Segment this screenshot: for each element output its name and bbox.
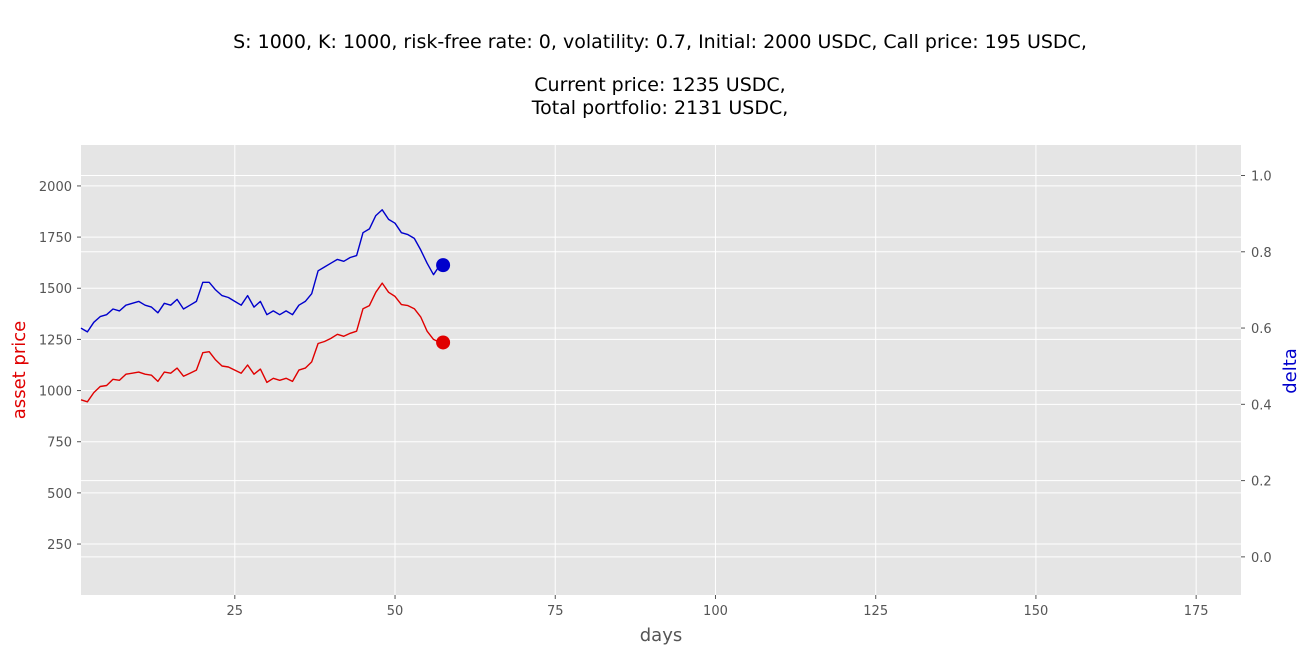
right-tick-label: 0.8 (1251, 246, 1272, 261)
right-axis-ticks: 0.0 0.2 0.4 0.6 0.8 1.0 (1241, 170, 1272, 566)
left-tick-label: 1000 (39, 385, 72, 400)
title-line-2: Current price: 1235 USDC, (534, 74, 785, 96)
x-axis-ticks: 25 50 75 100 125 150 175 (227, 595, 1209, 619)
x-tick-label: 175 (1184, 604, 1209, 619)
plot-area (81, 145, 1241, 595)
series-line-delta (80, 209, 441, 333)
left-axis-ticks: 250 500 750 1000 1250 1500 1750 2000 (39, 180, 81, 553)
right-tick-label: 0.4 (1251, 398, 1272, 413)
left-tick-label: 1250 (39, 333, 72, 348)
x-tick-label: 150 (1024, 604, 1049, 619)
right-tick-label: 0.6 (1251, 322, 1272, 337)
grid (81, 145, 1241, 595)
series-layer (80, 209, 441, 403)
x-tick-label: 75 (547, 604, 564, 619)
x-axis-label: days (640, 625, 683, 646)
left-tick-label: 250 (47, 538, 72, 553)
x-tick-label: 50 (387, 604, 404, 619)
right-tick-label: 1.0 (1251, 170, 1272, 185)
delta-current-marker (436, 258, 451, 273)
left-tick-label: 1750 (39, 231, 72, 246)
x-tick-label: 100 (703, 604, 728, 619)
chart-title: S: 1000, K: 1000, risk-free rate: 0, vol… (233, 31, 1087, 119)
x-tick-label: 25 (227, 604, 244, 619)
title-line-3: Total portfolio: 2131 USDC, (531, 97, 789, 119)
left-tick-label: 1500 (39, 282, 72, 297)
right-tick-label: 0.2 (1251, 475, 1272, 490)
left-tick-label: 500 (47, 487, 72, 502)
right-axis-label: delta (1280, 348, 1301, 394)
price-current-marker (436, 335, 451, 350)
left-tick-label: 2000 (39, 180, 72, 195)
left-tick-label: 750 (47, 436, 72, 451)
title-line-1: S: 1000, K: 1000, risk-free rate: 0, vol… (233, 31, 1087, 53)
left-axis-label: asset price (9, 321, 30, 419)
marker-layer (436, 258, 451, 350)
series-line-price (80, 282, 441, 403)
right-tick-label: 0.0 (1251, 551, 1272, 566)
x-tick-label: 125 (863, 604, 888, 619)
